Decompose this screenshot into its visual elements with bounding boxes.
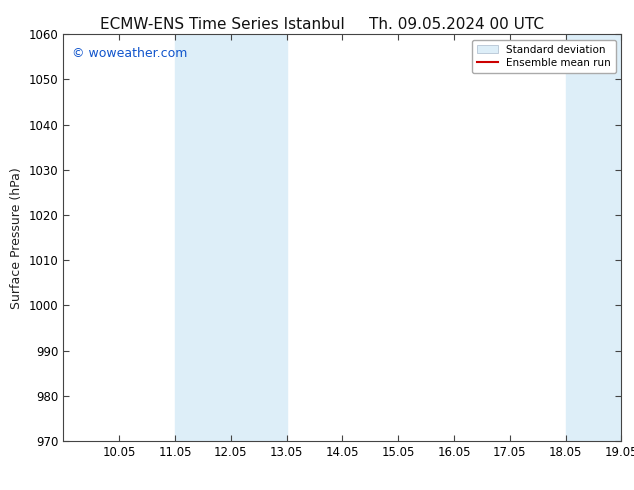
Text: ECMW-ENS Time Series Istanbul: ECMW-ENS Time Series Istanbul xyxy=(100,17,344,32)
Text: © woweather.com: © woweather.com xyxy=(72,47,187,59)
Text: Th. 09.05.2024 00 UTC: Th. 09.05.2024 00 UTC xyxy=(369,17,544,32)
Bar xyxy=(175,34,287,441)
Bar xyxy=(566,34,621,441)
Legend: Standard deviation, Ensemble mean run: Standard deviation, Ensemble mean run xyxy=(472,40,616,73)
Y-axis label: Surface Pressure (hPa): Surface Pressure (hPa) xyxy=(10,167,23,309)
